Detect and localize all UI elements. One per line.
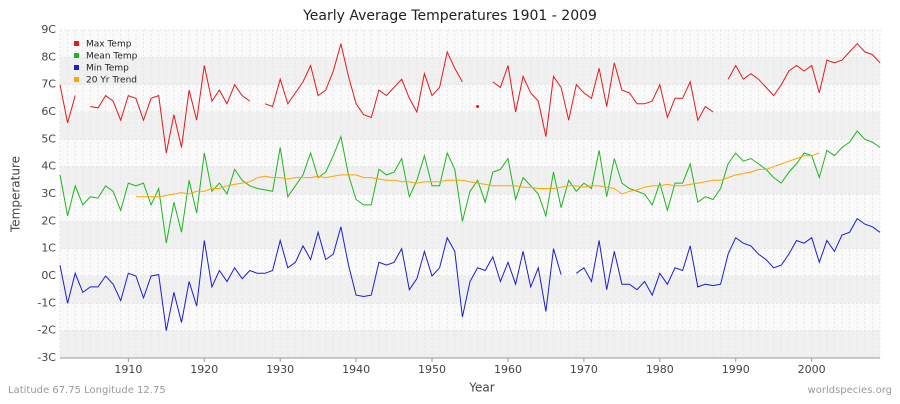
chart-title: Yearly Average Temperatures 1901 - 2009 [302, 8, 597, 24]
point [476, 105, 480, 109]
legend-label: Mean Temp [86, 52, 138, 62]
legend-swatch [74, 41, 79, 46]
footer-source: worldspecies.org [808, 385, 892, 396]
legend-label: Min Temp [86, 64, 129, 74]
x-tick-label: 1910 [114, 363, 142, 376]
x-tick-label: 1920 [190, 363, 218, 376]
x-tick-label: 1960 [494, 363, 522, 376]
y-tick-label: 2C [41, 214, 56, 227]
x-tick-label: 2000 [798, 363, 826, 376]
legend-label: Max Temp [86, 40, 132, 50]
series-line [59, 217, 881, 331]
x-tick-label: 1990 [722, 363, 750, 376]
y-tick-label: 3C [41, 187, 56, 200]
series-line [135, 152, 820, 198]
y-tick-label: 8C [41, 50, 56, 63]
y-tick-label: 9C [41, 23, 56, 36]
y-tick-label: 1C [41, 242, 56, 255]
x-tick-label: 1970 [570, 363, 598, 376]
series-line [59, 42, 881, 154]
series-line [59, 130, 881, 244]
y-tick-label: -2C [37, 324, 56, 337]
legend-swatch [74, 53, 79, 58]
y-tick-label: -1C [37, 296, 56, 309]
y-tick-label: 7C [41, 78, 56, 91]
legend-swatch [74, 77, 79, 82]
y-tick-label: 5C [41, 132, 56, 145]
y-tick-label: 6C [41, 105, 56, 118]
plot-background [59, 29, 881, 359]
x-axis-label: Year [468, 381, 494, 395]
x-tick-label: 1950 [418, 363, 446, 376]
x-tick-label: 1980 [646, 363, 674, 376]
legend-label: 20 Yr Trend [86, 76, 137, 86]
y-tick-label: 4C [41, 160, 56, 173]
y-tick-label: 0C [41, 269, 56, 282]
y-axis-label: Temperature [9, 156, 23, 233]
x-tick-label: 1930 [266, 363, 294, 376]
x-tick-label: 1940 [342, 363, 370, 376]
y-tick-label: -3C [37, 351, 56, 364]
footer-location: Latitude 67.75 Longitude 12.75 [8, 385, 166, 396]
legend-swatch [74, 65, 79, 70]
